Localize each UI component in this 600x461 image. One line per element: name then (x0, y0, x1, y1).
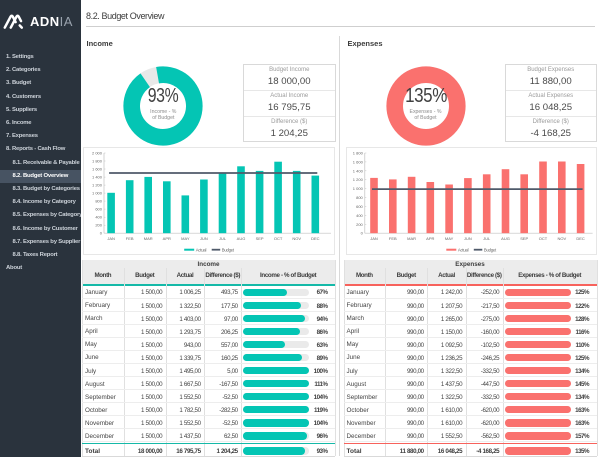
svg-text:MAR: MAR (144, 236, 153, 241)
svg-text:1 600: 1 600 (353, 159, 364, 164)
svg-text:400: 400 (356, 212, 363, 217)
svg-text:0: 0 (100, 230, 103, 235)
svg-text:800: 800 (356, 195, 363, 200)
svg-text:DEC: DEC (311, 236, 320, 241)
svg-text:600: 600 (95, 206, 102, 211)
svg-text:MAY: MAY (445, 236, 454, 241)
svg-text:1 400: 1 400 (92, 174, 103, 179)
svg-text:1 400: 1 400 (353, 168, 364, 173)
svg-text:1 000: 1 000 (353, 186, 364, 191)
svg-text:200: 200 (95, 222, 102, 227)
svg-text:SEP: SEP (520, 236, 528, 241)
svg-text:1 000: 1 000 (92, 190, 103, 195)
svg-text:Budget: Budget (484, 247, 497, 252)
svg-text:FEB: FEB (126, 236, 134, 241)
svg-text:1 200: 1 200 (353, 177, 364, 182)
svg-text:NOV: NOV (558, 236, 567, 241)
svg-text:200: 200 (356, 221, 363, 226)
svg-text:SEP: SEP (256, 236, 264, 241)
svg-text:JUL: JUL (219, 236, 227, 241)
svg-text:AUG: AUG (237, 236, 246, 241)
svg-text:MAR: MAR (407, 236, 416, 241)
svg-text:JUL: JUL (483, 236, 491, 241)
svg-text:NOV: NOV (292, 236, 301, 241)
svg-text:JAN: JAN (370, 236, 378, 241)
svg-text:AUG: AUG (501, 236, 510, 241)
svg-text:600: 600 (356, 204, 363, 209)
svg-text:DEC: DEC (577, 236, 586, 241)
svg-text:1 800: 1 800 (353, 150, 364, 155)
svg-text:JUN: JUN (464, 236, 472, 241)
svg-text:Budget: Budget (222, 247, 235, 252)
svg-text:MAY: MAY (181, 236, 190, 241)
svg-text:1 200: 1 200 (92, 182, 103, 187)
svg-text:1 600: 1 600 (92, 166, 103, 171)
svg-text:OCT: OCT (539, 236, 548, 241)
svg-text:400: 400 (95, 214, 102, 219)
svg-text:OCT: OCT (274, 236, 283, 241)
svg-text:JAN: JAN (107, 236, 115, 241)
svg-text:FEB: FEB (389, 236, 397, 241)
svg-text:Actual: Actual (196, 247, 207, 252)
svg-text:0: 0 (361, 230, 364, 235)
svg-text:APR: APR (426, 236, 434, 241)
svg-text:800: 800 (95, 198, 102, 203)
svg-text:1 800: 1 800 (92, 158, 103, 163)
svg-text:Actual: Actual (458, 247, 469, 252)
svg-text:APR: APR (163, 236, 171, 241)
svg-text:JUN: JUN (200, 236, 208, 241)
svg-text:2 000: 2 000 (92, 150, 103, 155)
